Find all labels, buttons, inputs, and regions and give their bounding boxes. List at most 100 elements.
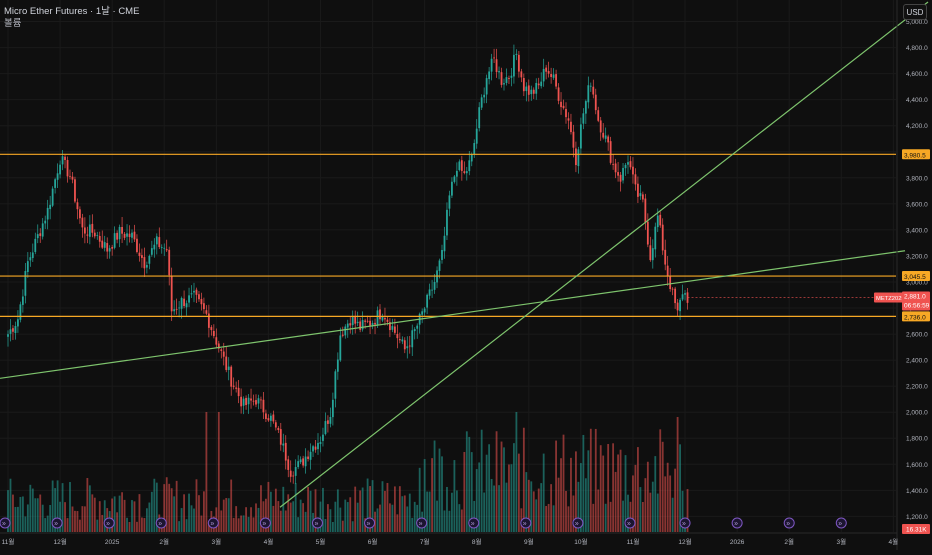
event-marker-circle bbox=[311, 517, 323, 529]
candle-body bbox=[681, 294, 684, 300]
candle bbox=[131, 229, 133, 243]
event-marker[interactable]: » bbox=[103, 517, 115, 529]
event-marker[interactable]: » bbox=[572, 517, 584, 529]
volume-bar bbox=[257, 507, 260, 532]
event-marker[interactable]: » bbox=[835, 517, 847, 529]
volume-bar bbox=[54, 488, 57, 532]
volume-bar bbox=[651, 481, 654, 532]
event-marker[interactable]: » bbox=[207, 517, 219, 529]
candle bbox=[71, 171, 74, 184]
candle-body bbox=[88, 224, 91, 237]
candle-body bbox=[656, 215, 659, 228]
candle bbox=[622, 163, 624, 184]
volume-bar bbox=[537, 488, 540, 532]
candle-body bbox=[205, 310, 208, 314]
candle-body bbox=[284, 442, 287, 461]
volume-bar bbox=[575, 451, 577, 532]
volume-bar bbox=[19, 496, 22, 532]
volume-bar bbox=[589, 428, 592, 532]
candle bbox=[51, 186, 54, 208]
event-marker[interactable]: » bbox=[731, 517, 743, 529]
candle bbox=[413, 327, 416, 340]
volume-bar bbox=[247, 516, 250, 532]
volume-bar bbox=[24, 516, 27, 532]
candle-body bbox=[448, 195, 451, 209]
candle bbox=[118, 224, 121, 248]
candle bbox=[252, 394, 255, 406]
event-marker-circle bbox=[103, 517, 115, 529]
candle-body bbox=[106, 243, 109, 252]
candle bbox=[446, 202, 448, 240]
event-marker[interactable]: » bbox=[311, 517, 323, 529]
candle-body bbox=[247, 397, 250, 405]
candle bbox=[637, 176, 639, 203]
event-marker[interactable]: » bbox=[0, 517, 11, 529]
event-marker[interactable]: » bbox=[624, 517, 636, 529]
candle bbox=[676, 298, 679, 316]
volume-bar bbox=[193, 508, 195, 532]
candle-body bbox=[488, 71, 491, 80]
volume-bar bbox=[235, 506, 238, 532]
candle-body bbox=[359, 321, 362, 330]
candle bbox=[262, 392, 265, 419]
candle-body bbox=[272, 414, 275, 422]
candle-body bbox=[242, 398, 245, 406]
volume-bar bbox=[609, 501, 612, 532]
volume-bar bbox=[222, 499, 225, 532]
candle-body bbox=[406, 346, 409, 349]
event-marker[interactable]: » bbox=[155, 517, 167, 529]
candle-body bbox=[150, 248, 153, 255]
price-tick-label: 1,200.0 bbox=[906, 514, 928, 521]
event-marker[interactable]: » bbox=[259, 517, 271, 529]
event-markers: » » » » » » » » » » » » » » » » » bbox=[0, 517, 847, 529]
candle-body bbox=[433, 282, 436, 290]
candle bbox=[14, 321, 17, 340]
candle bbox=[225, 346, 228, 373]
event-marker-glyph: » bbox=[419, 521, 423, 528]
volume-bar bbox=[346, 502, 349, 532]
event-marker[interactable]: » bbox=[364, 517, 376, 529]
volume-bar bbox=[31, 488, 34, 532]
candle-body bbox=[153, 244, 156, 250]
candle-body bbox=[423, 308, 426, 313]
candle bbox=[575, 141, 577, 173]
volume-bar bbox=[468, 436, 471, 532]
candle-body bbox=[495, 59, 498, 73]
candle-body bbox=[329, 417, 332, 424]
event-marker[interactable]: » bbox=[679, 517, 691, 529]
candle bbox=[646, 213, 649, 248]
candle bbox=[356, 311, 359, 327]
volume-bar bbox=[116, 512, 119, 532]
candle-body bbox=[163, 247, 166, 249]
candle bbox=[654, 222, 657, 258]
currency-button[interactable]: USD bbox=[903, 4, 927, 20]
candle bbox=[178, 300, 181, 318]
price-tick-label: 3,400.0 bbox=[906, 227, 928, 234]
candle-body bbox=[508, 78, 510, 79]
volume-bar bbox=[88, 485, 91, 532]
volume-bar bbox=[602, 455, 605, 532]
volume-bar bbox=[359, 490, 362, 532]
candle bbox=[374, 318, 376, 335]
volume-bar bbox=[272, 505, 275, 532]
candle bbox=[393, 318, 396, 335]
candle-body bbox=[309, 451, 312, 460]
volume-bar bbox=[175, 480, 178, 532]
candle bbox=[651, 239, 654, 269]
volume-bar bbox=[480, 429, 483, 532]
candle-body bbox=[517, 54, 520, 72]
event-marker[interactable]: » bbox=[51, 517, 63, 529]
volume-bar bbox=[555, 440, 557, 532]
event-marker[interactable]: » bbox=[416, 517, 428, 529]
event-marker[interactable]: » bbox=[468, 517, 480, 529]
candle bbox=[143, 247, 146, 277]
event-marker[interactable]: » bbox=[520, 517, 532, 529]
volume-bar bbox=[21, 496, 24, 532]
event-marker[interactable]: » bbox=[783, 517, 795, 529]
volume-bar bbox=[98, 501, 101, 532]
candle-body bbox=[93, 232, 96, 237]
time-axis: 11월 12월 2025 2월 3월 4월 5월 6월 7월 8월 9월 10월 11월 12월 2026 2… bbox=[2, 537, 899, 546]
symbol-tag: METZ2025 bbox=[874, 292, 905, 303]
